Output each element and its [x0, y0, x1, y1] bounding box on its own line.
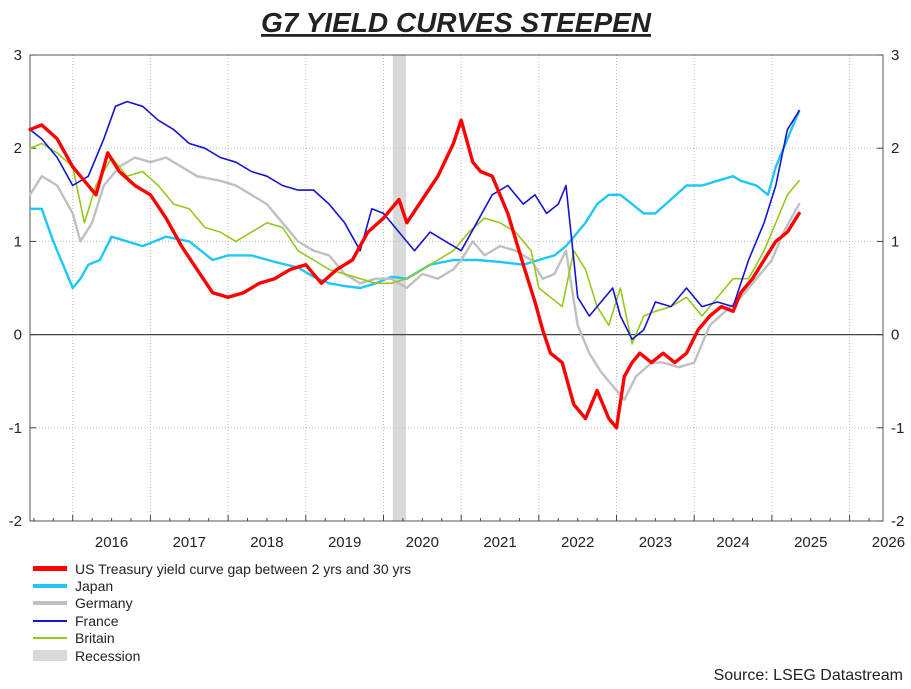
series-line-germany [28, 156, 801, 401]
legend-label: Britain [75, 630, 115, 647]
legend-swatch [33, 566, 67, 572]
legend-item-japan: Japan [33, 577, 411, 594]
series-line-france [29, 100, 800, 341]
source-note: Source: LSEG Datastream [713, 667, 903, 684]
y-tick-label-right: -1 [891, 420, 904, 437]
series-line-us-treasury-yield-curve-gap-between-2-yrs-and-30-yrs [28, 118, 801, 430]
x-tick-label: 2023 [639, 534, 672, 551]
x-tick-label: 2025 [794, 534, 827, 551]
legend-label: Germany [75, 595, 133, 612]
plot-area: -2 -2 -1 -1 0 0 1 1 2 2 3 3 2016 2017 2018 2019 2020 2021… [9, 47, 905, 551]
legend-label: US Treasury yield curve gap between 2 yr… [75, 560, 412, 577]
legend-item-germany: Germany [33, 595, 411, 612]
legend-swatch [33, 637, 67, 640]
legend-item-us-treasury: US Treasury yield curve gap between 2 yr… [33, 560, 411, 577]
plot-frame [29, 54, 884, 522]
y-tick-label-left: 1 [14, 233, 22, 250]
y-tick-label-left: 2 [14, 140, 22, 157]
legend-label: Recession [75, 647, 141, 664]
legend-item-france: France [33, 612, 411, 629]
x-tick-label: 2021 [483, 534, 516, 551]
legend-item-recession: Recession [33, 647, 411, 664]
series-line-japan [28, 109, 801, 290]
y-tick-label-right: 3 [891, 47, 899, 64]
y-tick-label-left: -1 [9, 420, 22, 437]
chart-title: G7 YIELD CURVES STEEPEN [261, 7, 652, 38]
legend-swatch [33, 584, 67, 589]
y-tick-label-left: -2 [9, 513, 22, 530]
y-tick-label-left: 3 [14, 47, 22, 64]
y-tick-label-right: 0 [891, 327, 899, 344]
x-tick-label: 2024 [716, 534, 749, 551]
x-tick-label: 2017 [173, 534, 206, 551]
legend-label: Japan [75, 578, 114, 595]
x-tick-label: 2016 [95, 534, 128, 551]
y-tick-label-right: 1 [891, 233, 899, 250]
x-tick-label: 2018 [250, 534, 283, 551]
x-tick-label: 2020 [406, 534, 439, 551]
legend-swatch [33, 619, 67, 622]
legend-swatch [33, 601, 67, 606]
recession-band [392, 55, 407, 521]
y-tick-label-right: -2 [891, 513, 904, 530]
legend-swatch [33, 650, 67, 662]
legend-label: France [75, 612, 119, 629]
legend-item-britain: Britain [33, 630, 411, 647]
legend: US Treasury yield curve gap between 2 yr… [33, 560, 411, 664]
x-tick-label: 2026 [872, 534, 905, 551]
x-tick-label: 2019 [328, 534, 361, 551]
x-tick-label: 2022 [561, 534, 594, 551]
y-tick-label-left: 0 [14, 327, 22, 344]
y-tick-label-right: 2 [891, 140, 899, 157]
